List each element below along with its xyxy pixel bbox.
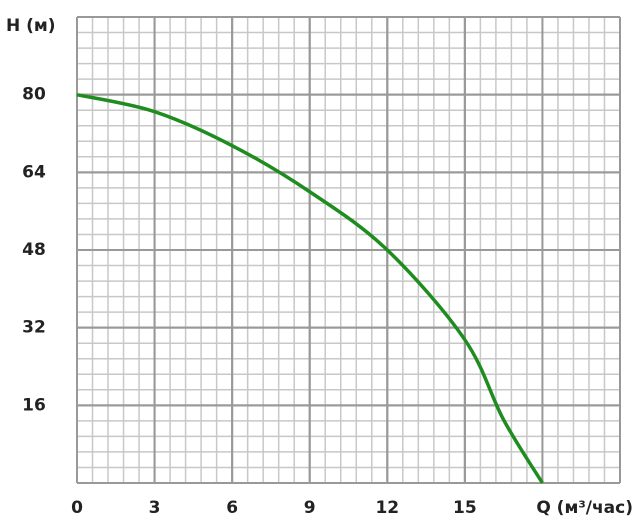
x-tick-label: 0	[71, 498, 83, 518]
x-tick-label: 15	[453, 498, 477, 518]
x-tick-label: 9	[304, 498, 316, 518]
y-tick-label: 32	[22, 318, 46, 338]
x-axis-label: Q (м³/час)	[536, 498, 633, 518]
x-tick-label: 6	[226, 498, 238, 518]
curve	[76, 92, 544, 484]
y-tick-label: 80	[22, 85, 46, 105]
y-tick-label: 64	[22, 162, 46, 182]
x-tick-label: 3	[149, 498, 161, 518]
y-tick-label: 16	[22, 395, 46, 415]
y-tick-label: 48	[22, 240, 46, 260]
x-tick-label: 12	[375, 498, 399, 518]
y-axis-label: H (м)	[6, 16, 56, 36]
